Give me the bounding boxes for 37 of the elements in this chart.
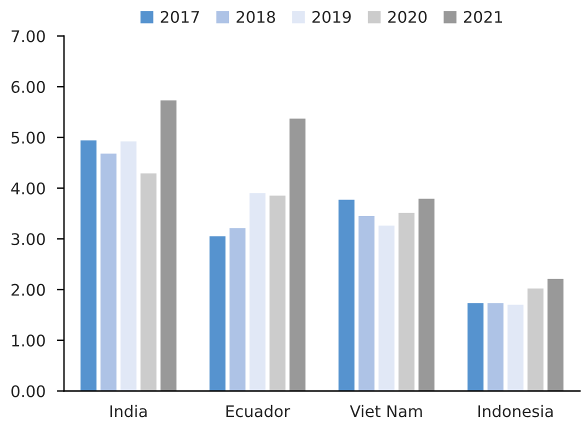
bar — [526, 288, 544, 391]
bar — [546, 278, 564, 391]
x-tick-label: Ecuador — [226, 404, 290, 418]
bar — [418, 198, 436, 391]
y-tick-label: 4.00 — [11, 182, 45, 194]
bar — [160, 99, 178, 391]
bar — [208, 235, 226, 391]
bar — [100, 152, 118, 391]
bar — [358, 215, 376, 391]
legend-label: 2020 — [388, 10, 427, 23]
y-tick-label: 7.00 — [12, 30, 45, 42]
bar — [288, 118, 306, 391]
x-tick-label: Indonesia — [478, 404, 553, 418]
y-tick-label: 5.00 — [12, 132, 45, 144]
y-tick-label: 6.00 — [11, 80, 45, 94]
bar — [228, 227, 246, 391]
bar — [140, 172, 158, 391]
bar — [378, 224, 396, 391]
bar — [338, 198, 356, 391]
x-tick-label: India — [110, 404, 147, 418]
bar — [248, 192, 266, 391]
bar — [398, 212, 416, 391]
legend-label: 2017 — [160, 10, 199, 23]
bar — [506, 304, 524, 391]
y-tick-label: 1.00 — [12, 334, 45, 347]
y-tick-label: 0.00 — [11, 385, 45, 398]
legend-label: 2018 — [236, 10, 276, 23]
bar — [80, 140, 98, 391]
x-tick-label: Viet Nam — [350, 404, 422, 418]
bar — [466, 302, 484, 391]
legend-label: 2021 — [464, 10, 502, 23]
bar — [268, 194, 286, 391]
legend-label: 2019 — [312, 10, 351, 23]
y-tick-label: 2.00 — [12, 284, 45, 296]
bar — [120, 140, 138, 391]
bar — [486, 302, 504, 391]
y-tick-label: 3.00 — [12, 233, 45, 246]
